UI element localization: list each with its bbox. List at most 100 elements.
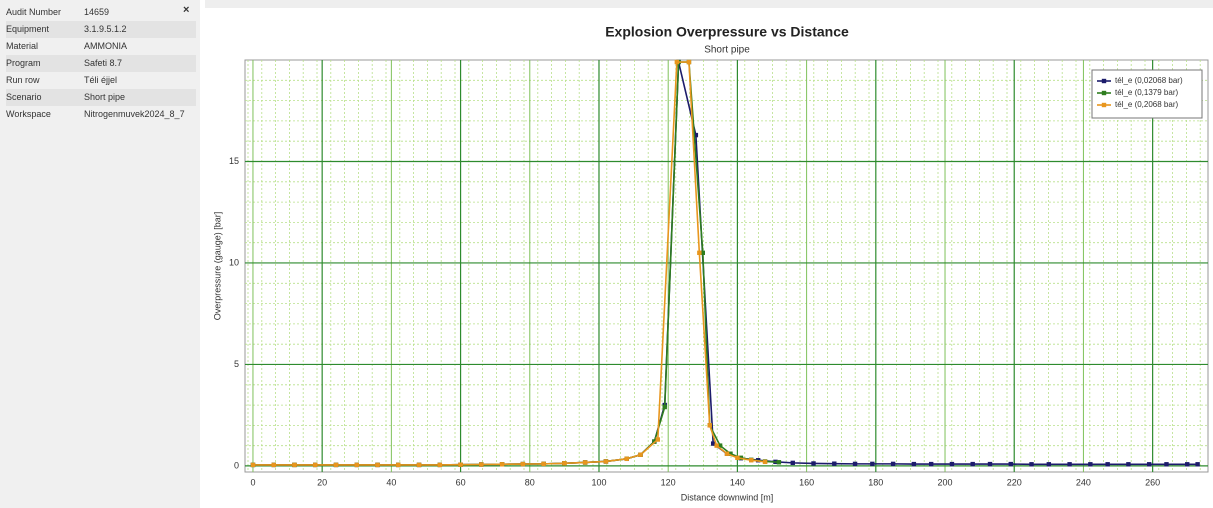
data-point <box>562 461 567 466</box>
properties-panel: × Audit Number 14659 Equipment 3.1.9.5.1.2 M… <box>0 0 200 508</box>
property-row: Run row Téli éjjel <box>6 72 196 89</box>
data-point <box>396 462 401 468</box>
x-tick-label: 180 <box>868 477 883 487</box>
x-tick-label: 200 <box>938 477 953 487</box>
data-point <box>1185 462 1190 467</box>
legend-label: tél_e (0,2068 bar) <box>1115 100 1178 109</box>
data-point <box>870 461 875 467</box>
data-point <box>1164 462 1169 467</box>
property-value: Safeti 8.7 <box>84 58 123 68</box>
chart-subtitle: Short pipe <box>704 45 750 56</box>
data-point <box>790 460 795 466</box>
data-point <box>697 250 702 256</box>
data-point <box>479 462 484 467</box>
data-point <box>416 462 422 468</box>
data-point <box>354 462 359 468</box>
property-value: Short pipe <box>84 92 126 102</box>
data-point <box>333 462 339 468</box>
data-point <box>832 461 837 466</box>
data-point <box>313 462 318 468</box>
data-point <box>638 452 643 457</box>
data-point <box>1088 462 1093 467</box>
data-point <box>603 459 609 464</box>
property-name: Run row <box>6 75 40 85</box>
data-point <box>717 443 723 448</box>
data-point <box>1067 462 1072 467</box>
property-name: Program <box>6 58 41 68</box>
legend-box <box>1091 69 1203 119</box>
x-tick-label: 260 <box>1145 477 1160 487</box>
data-point <box>749 458 754 463</box>
data-point <box>250 462 256 468</box>
property-value: 14659 <box>84 7 110 17</box>
property-value: 3.1.9.5.1.2 <box>84 24 127 34</box>
data-point <box>375 462 380 468</box>
x-tick-label: 220 <box>1007 477 1022 487</box>
x-tick-label: 80 <box>525 477 535 487</box>
property-row: Audit Number 14659 <box>6 4 196 21</box>
data-point <box>1008 461 1013 467</box>
data-point <box>728 451 733 456</box>
data-point <box>724 451 730 456</box>
property-value: AMMONIA <box>84 41 128 51</box>
property-value: Nitrogenmuvek2024_8_7 <box>84 109 185 119</box>
data-point <box>624 456 629 462</box>
data-point <box>1146 462 1152 467</box>
y-axis-label: Overpressure (gauge) [bar] <box>212 212 222 321</box>
x-tick-label: 240 <box>1076 477 1091 487</box>
data-point <box>735 455 740 460</box>
y-tick-label: 5 <box>234 359 239 369</box>
data-point <box>437 462 443 468</box>
x-tick-label: 40 <box>386 477 396 487</box>
property-row: Equipment 3.1.9.5.1.2 <box>6 21 196 38</box>
x-tick-label: 140 <box>730 477 745 487</box>
y-tick-label: 10 <box>229 257 239 267</box>
data-point <box>710 441 716 446</box>
data-point <box>700 250 705 256</box>
data-point <box>655 437 661 442</box>
property-name: Audit Number <box>6 7 62 17</box>
data-point <box>686 59 692 65</box>
data-point <box>1029 462 1034 467</box>
x-tick-label: 120 <box>661 477 676 487</box>
property-value: Téli éjjel <box>84 75 118 85</box>
data-point <box>292 462 297 468</box>
data-point <box>541 461 546 467</box>
data-point <box>1046 462 1052 467</box>
data-point <box>714 443 719 448</box>
chart-title: Explosion Overpressure vs Distance <box>605 24 849 40</box>
data-point <box>970 461 975 467</box>
x-tick-label: 100 <box>591 477 606 487</box>
property-row: Workspace Nitrogenmuvek2024_8_7 <box>6 106 196 123</box>
data-point <box>949 461 955 467</box>
data-point <box>811 461 816 466</box>
legend-label: tél_e (0,1379 bar) <box>1115 88 1178 97</box>
property-row: Material AMMONIA <box>6 38 196 55</box>
legend-marker <box>1101 102 1107 108</box>
close-button[interactable]: × <box>183 4 190 16</box>
legend-label: tél_e (0,02068 bar) <box>1115 76 1183 85</box>
data-point <box>762 459 768 465</box>
x-tick-label: 0 <box>250 477 255 487</box>
property-name: Equipment <box>6 24 50 34</box>
legend-marker <box>1101 90 1107 96</box>
data-point <box>890 461 896 467</box>
data-point <box>582 460 588 465</box>
data-point <box>693 132 699 138</box>
data-point <box>911 461 917 467</box>
property-name: Material <box>6 41 39 51</box>
data-point <box>928 461 934 467</box>
data-point <box>520 461 526 467</box>
property-name: Scenario <box>6 92 42 102</box>
y-tick-label: 0 <box>234 460 239 470</box>
data-point <box>776 460 782 465</box>
data-point <box>662 404 667 410</box>
x-axis-label: Distance downwind [m] <box>681 492 774 502</box>
data-point <box>271 462 276 468</box>
y-tick-label: 15 <box>229 156 239 166</box>
series-line <box>252 61 766 466</box>
legend-marker <box>1101 78 1107 84</box>
data-point <box>499 462 505 467</box>
x-tick-label: 160 <box>799 477 814 487</box>
